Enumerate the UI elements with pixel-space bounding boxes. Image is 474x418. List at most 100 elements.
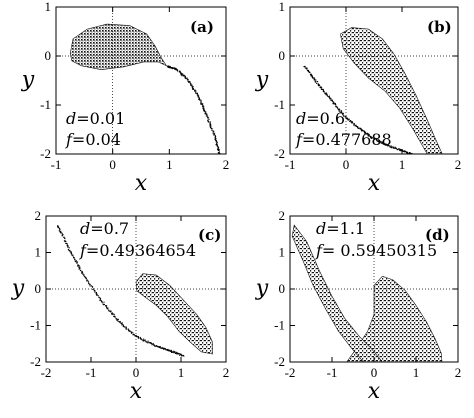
scatter-point <box>209 121 211 123</box>
scatter-point <box>74 259 76 261</box>
scatter-point <box>356 126 358 128</box>
scatter-point <box>361 129 363 131</box>
scatter-point <box>207 115 209 117</box>
x-tick-label: -1 <box>51 157 62 172</box>
parameter-value: =0.7 <box>90 219 129 238</box>
y-tick-label: 0 <box>279 48 286 63</box>
scatter-point <box>59 231 61 233</box>
scatter-point <box>355 125 357 127</box>
scatter-point <box>116 319 118 321</box>
scatter-point <box>57 226 60 228</box>
scatter-point <box>321 87 323 89</box>
scatter-point <box>73 257 75 259</box>
scatter-point <box>152 343 154 345</box>
scatter-point <box>94 290 96 292</box>
scatter-point <box>86 279 88 281</box>
scatter-point <box>101 301 103 304</box>
scatter-point <box>324 93 326 95</box>
scatter-point <box>216 142 218 144</box>
scatter-point <box>109 310 111 312</box>
scatter-point <box>158 345 160 348</box>
scatter-point <box>191 86 193 88</box>
scatter-point <box>174 68 176 70</box>
scatter-point <box>102 304 105 306</box>
scatter-point <box>216 148 219 150</box>
scatter-point <box>215 144 217 146</box>
y-tick-label: -1 <box>30 318 41 333</box>
scatter-point <box>315 82 318 84</box>
scatter-point <box>349 120 351 122</box>
scatter-point <box>143 340 145 342</box>
y-tick-label: -2 <box>40 146 51 161</box>
scatter-point <box>210 124 212 126</box>
scatter-point <box>121 322 123 324</box>
scatter-point <box>189 81 191 83</box>
scatter-point <box>115 317 117 320</box>
scatter-point <box>380 141 382 143</box>
scatter-point <box>214 136 216 138</box>
scatter-point <box>215 138 217 140</box>
scatter-point <box>385 144 387 146</box>
scatter-point <box>192 88 194 90</box>
scatter-point <box>321 88 323 90</box>
scatter-point <box>351 122 353 124</box>
scatter-point <box>368 133 370 135</box>
scatter-point <box>215 141 217 143</box>
scatter-point <box>206 114 208 116</box>
scatter-point <box>128 329 130 331</box>
scatter-point <box>310 73 312 75</box>
scatter-point <box>66 242 68 245</box>
scatter-point <box>373 138 375 140</box>
scatter-point <box>311 76 313 78</box>
scatter-point <box>62 234 64 236</box>
scatter-point <box>98 297 100 299</box>
scatter-point <box>70 252 72 254</box>
scatter-point <box>79 270 81 272</box>
scatter-point <box>93 290 96 292</box>
x-tick-label: -2 <box>285 365 296 380</box>
scatter-point <box>142 340 144 342</box>
scatter-point <box>186 77 188 79</box>
scatter-point <box>67 245 69 247</box>
y-axis-label: y <box>255 276 269 301</box>
plot-area <box>291 224 443 362</box>
scatter-point <box>118 321 120 323</box>
scatter-point <box>169 66 171 68</box>
scatter-point <box>125 328 127 330</box>
x-tick-label: 0 <box>371 365 378 380</box>
scatter-point <box>174 352 177 354</box>
scatter-point <box>345 116 347 118</box>
scatter-point <box>107 307 109 309</box>
scatter-point <box>328 95 331 97</box>
scatter-point <box>125 326 127 328</box>
scatter-point <box>369 135 371 137</box>
scatter-point <box>313 79 315 81</box>
scatter-point <box>350 120 352 122</box>
scatter-point <box>340 112 342 114</box>
y-tick-label: -2 <box>30 354 41 369</box>
scatter-point <box>320 87 322 89</box>
scatter-point <box>145 340 147 342</box>
scatter-point <box>77 265 79 267</box>
scatter-point <box>371 137 373 139</box>
scatter-point <box>359 127 361 129</box>
scatter-point <box>311 76 313 78</box>
scatter-point <box>387 145 389 147</box>
scatter-point <box>81 272 83 274</box>
scatter-point <box>82 271 84 274</box>
scatter-point <box>65 240 67 242</box>
scatter-point <box>305 67 307 69</box>
scatter-point <box>173 351 175 353</box>
scatter-point <box>387 145 390 147</box>
x-tick-label: 0 <box>343 157 350 172</box>
parameter-annotation: f=0.477688 <box>295 130 392 149</box>
scatter-point <box>119 322 121 324</box>
scatter-point <box>214 139 216 141</box>
scatter-point <box>320 86 322 88</box>
scatter-point <box>114 315 116 318</box>
scatter-point <box>158 346 160 348</box>
scatter-point <box>370 137 372 139</box>
parameter-annotation: d=0.01 <box>66 109 125 128</box>
scatter-point <box>192 88 194 90</box>
scatter-point <box>86 280 88 282</box>
